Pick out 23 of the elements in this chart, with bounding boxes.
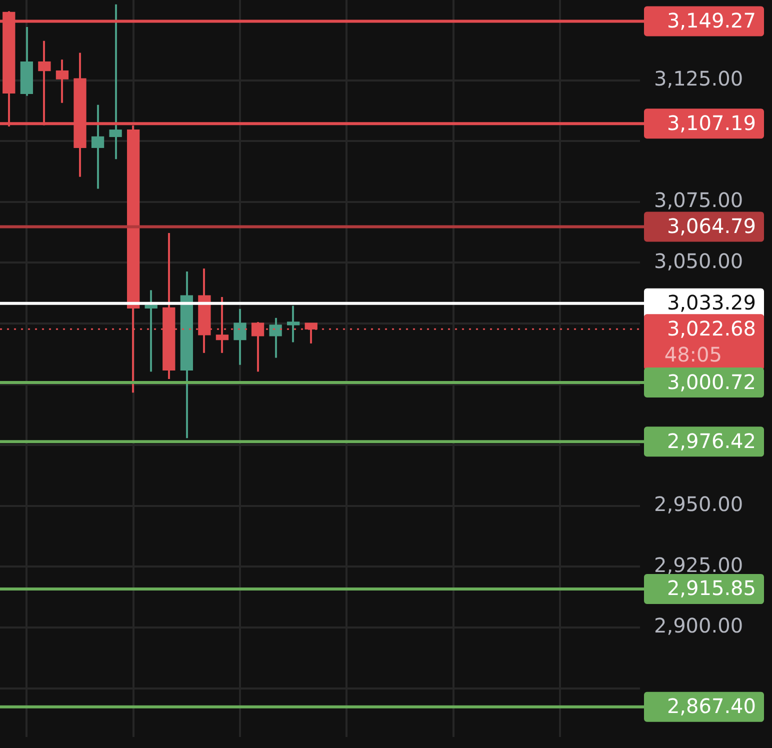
ref-line-label: 3,107.19 bbox=[666, 110, 756, 135]
ref-line-label: 3,149.27 bbox=[666, 8, 756, 32]
y-tick-label: 3,125.00 bbox=[654, 66, 744, 90]
candlestick bbox=[269, 316, 282, 359]
ref-line-label: 3,000.72 bbox=[666, 370, 756, 394]
ref-line-label: 2,915.85 bbox=[666, 576, 756, 600]
y-tick-label: 2,925.00 bbox=[654, 552, 744, 577]
y-tick-label: 3,075.00 bbox=[654, 188, 744, 212]
candlestick bbox=[109, 3, 122, 160]
y-tick-label: 3,050.00 bbox=[654, 248, 744, 273]
y-tick-label: 2,950.00 bbox=[654, 492, 744, 516]
y-tick-label: 2,900.00 bbox=[654, 614, 744, 638]
ref-line-label: 3,033.29 bbox=[666, 290, 756, 315]
candlestick bbox=[91, 104, 104, 190]
text: 48:05 bbox=[664, 342, 722, 366]
candlestick bbox=[56, 58, 69, 104]
ref-line-label: 2,976.42 bbox=[666, 428, 756, 453]
candlestick bbox=[144, 289, 158, 373]
candlestick bbox=[234, 308, 246, 366]
ref-line-label: 2,867.40 bbox=[666, 694, 756, 718]
ref-line-label: 3,064.79 bbox=[666, 214, 756, 238]
ref-line-label: 3,022.68 bbox=[666, 316, 756, 340]
candlestick bbox=[287, 304, 300, 344]
